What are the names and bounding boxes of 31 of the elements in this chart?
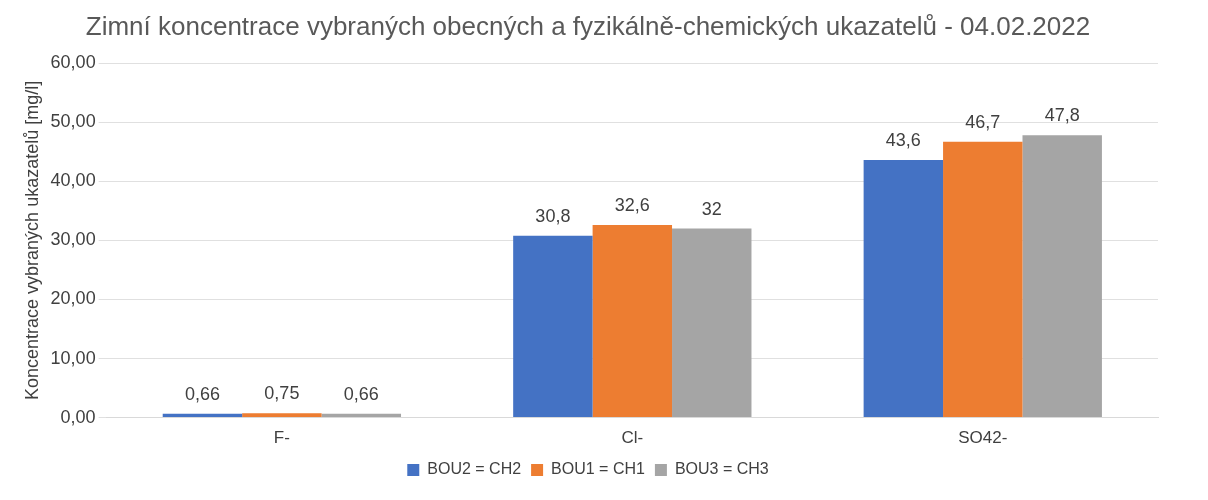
y-tick-label: 60,00	[50, 52, 96, 73]
y-tick-label: 30,00	[50, 229, 96, 250]
y-axis-title: Koncentrace vybraných ukazatelů [mg/l]	[21, 80, 42, 400]
bar	[943, 141, 1023, 418]
bar	[513, 235, 593, 418]
bar	[672, 228, 752, 418]
data-label: 47,8	[1044, 105, 1080, 126]
data-label: 0,66	[343, 383, 379, 404]
y-tick-label: 40,00	[50, 170, 96, 191]
bar	[592, 225, 673, 418]
x-tick-label: Cl-	[621, 428, 644, 448]
y-tick-label: 0,00	[60, 406, 96, 427]
data-label: 30,8	[535, 205, 571, 226]
bar	[1022, 135, 1102, 418]
legend-label: BOU1 = CH1	[551, 460, 646, 478]
y-tick-label: 10,00	[50, 347, 96, 368]
data-label: 43,6	[885, 130, 921, 151]
bar	[242, 413, 322, 418]
data-label: 46,7	[965, 111, 1001, 132]
legend-label: BOU2 = CH2	[427, 460, 522, 478]
data-label: 32,6	[614, 195, 650, 216]
data-label: 0,66	[184, 383, 220, 404]
x-tick-label: F-	[273, 428, 290, 448]
data-label: 32	[701, 198, 722, 219]
chart-title: Zimní koncentrace vybraných obecných a fyzikálně-chemických ukazatelů - 04.02.2022	[85, 10, 1091, 41]
x-tick-label: SO42-	[958, 428, 1008, 448]
y-tick-label: 20,00	[50, 288, 96, 309]
data-label: 0,75	[264, 383, 300, 404]
bar	[863, 160, 944, 418]
legend-label: BOU3 = CH3	[674, 460, 769, 478]
y-tick-label: 50,00	[50, 111, 96, 132]
